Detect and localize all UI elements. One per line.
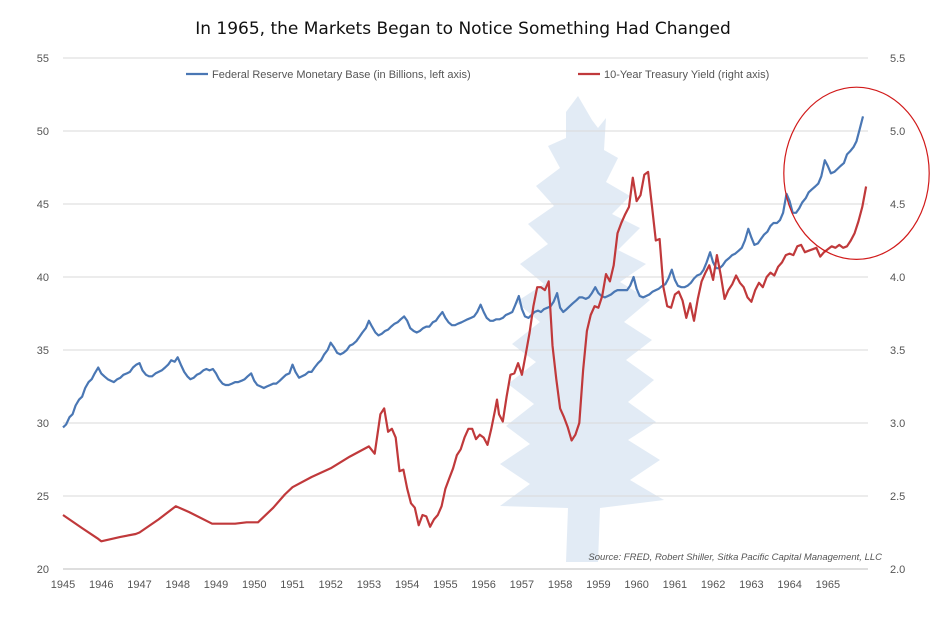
series-line-treasury-yield [62, 170, 868, 543]
right-axis-tick-labels: 2.0 2.5 3.0 3.5 4.0 4.5 5.0 5.5 [890, 53, 905, 576]
legend-label-monetary-base: Federal Reserve Monetary Base (in Billio… [212, 69, 471, 81]
source-note: Source: FRED, Robert Shiller, Sitka Paci… [588, 552, 882, 563]
highlight-circle [783, 86, 930, 261]
y-left-tick-label: 30 [37, 418, 49, 430]
x-tick-label: 1960 [624, 579, 648, 591]
x-tick-label: 1951 [280, 579, 304, 591]
x-tick-label: 1963 [739, 579, 763, 591]
x-tick-label: 1949 [204, 579, 228, 591]
y-right-tick-label: 5.5 [890, 53, 905, 65]
x-tick-label: 1958 [548, 579, 572, 591]
x-tick-label: 1961 [663, 579, 687, 591]
y-right-tick-label: 4.5 [890, 199, 905, 211]
y-left-tick-label: 20 [37, 564, 49, 576]
x-axis-tick-labels: 1945 1946 1947 1948 1949 1950 1951 1952 1953 1954… [51, 579, 840, 591]
series-line-monetary-base [62, 116, 865, 429]
y-left-tick-label: 50 [37, 126, 49, 138]
y-right-tick-label: 2.0 [890, 564, 905, 576]
x-tick-label: 1946 [89, 579, 113, 591]
y-left-tick-label: 55 [37, 53, 49, 65]
x-tick-label: 1962 [701, 579, 725, 591]
legend: Federal Reserve Monetary Base (in Billio… [186, 69, 769, 81]
left-axis-tick-labels: 20 25 30 35 40 45 50 55 [37, 53, 49, 576]
x-tick-label: 1948 [165, 579, 189, 591]
x-tick-label: 1953 [357, 579, 381, 591]
y-right-tick-label: 4.0 [890, 272, 905, 284]
x-tick-label: 1945 [51, 579, 75, 591]
legend-label-treasury-yield: 10-Year Treasury Yield (right axis) [604, 69, 769, 81]
x-tick-label: 1947 [127, 579, 151, 591]
x-tick-label: 1955 [433, 579, 457, 591]
y-left-tick-label: 45 [37, 199, 49, 211]
y-right-tick-label: 2.5 [890, 491, 905, 503]
x-tick-label: 1965 [816, 579, 840, 591]
x-tick-label: 1954 [395, 579, 419, 591]
y-left-tick-label: 25 [37, 491, 49, 503]
x-tick-label: 1964 [777, 579, 801, 591]
tree-watermark-icon [500, 96, 664, 562]
gridlines [63, 57, 868, 570]
x-tick-label: 1950 [242, 579, 266, 591]
y-left-tick-label: 40 [37, 272, 49, 284]
x-tick-label: 1956 [471, 579, 495, 591]
x-tick-label: 1959 [586, 579, 610, 591]
x-tick-label: 1957 [510, 579, 534, 591]
x-tick-label: 1952 [318, 579, 342, 591]
y-left-tick-label: 35 [37, 345, 49, 357]
y-right-tick-label: 3.0 [890, 418, 905, 430]
chart-title: In 1965, the Markets Began to Notice Som… [195, 19, 731, 39]
y-right-tick-label: 5.0 [890, 126, 905, 138]
y-right-tick-label: 3.5 [890, 345, 905, 357]
